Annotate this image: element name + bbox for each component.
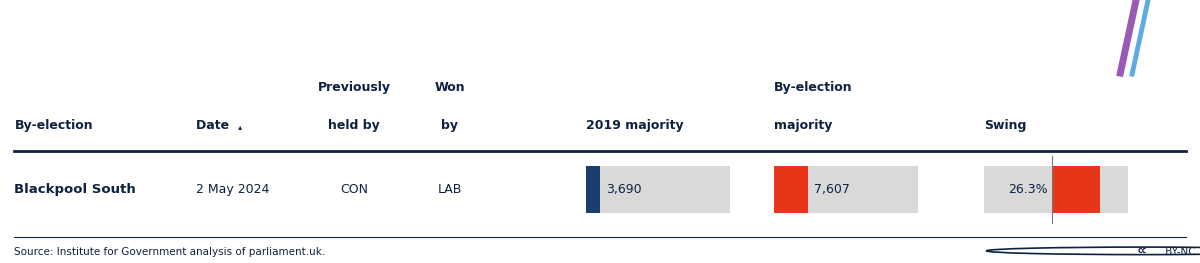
Text: Date: Date <box>196 119 233 132</box>
Text: ▴: ▴ <box>238 122 242 131</box>
Text: by: by <box>442 119 458 132</box>
Text: 7,607: 7,607 <box>814 183 850 196</box>
Bar <box>586 166 600 213</box>
Text: BY-NC: BY-NC <box>1162 247 1195 257</box>
Text: By-election: By-election <box>14 119 94 132</box>
Text: 26.3%: 26.3% <box>1008 183 1048 196</box>
Text: Blackpool South: Blackpool South <box>14 183 136 196</box>
Text: LAB: LAB <box>438 183 462 196</box>
Text: Won: Won <box>434 81 466 94</box>
Text: Swing: Swing <box>984 119 1026 132</box>
Text: 2019 majority: 2019 majority <box>586 119 683 132</box>
Text: 3,690: 3,690 <box>606 183 642 196</box>
Text: IfG: IfG <box>1144 26 1182 49</box>
Bar <box>586 166 730 213</box>
Bar <box>984 166 1128 213</box>
Text: held by: held by <box>328 119 380 132</box>
Text: 2 May 2024: 2 May 2024 <box>196 183 269 196</box>
Text: CON: CON <box>340 183 368 196</box>
Text: Source: Institute for Government analysis of parliament.uk.: Source: Institute for Government analysi… <box>14 247 325 257</box>
Bar <box>774 166 808 213</box>
Text: Majorities for seats with Spring 2024 by-elections, 2019 and 2024: Majorities for seats with Spring 2024 by… <box>14 28 713 47</box>
Text: Previously: Previously <box>318 81 390 94</box>
Text: By-election: By-election <box>774 81 853 94</box>
Bar <box>1052 166 1100 213</box>
Text: majority: majority <box>774 119 833 132</box>
Bar <box>774 166 918 213</box>
Text: cc: cc <box>1138 246 1147 255</box>
